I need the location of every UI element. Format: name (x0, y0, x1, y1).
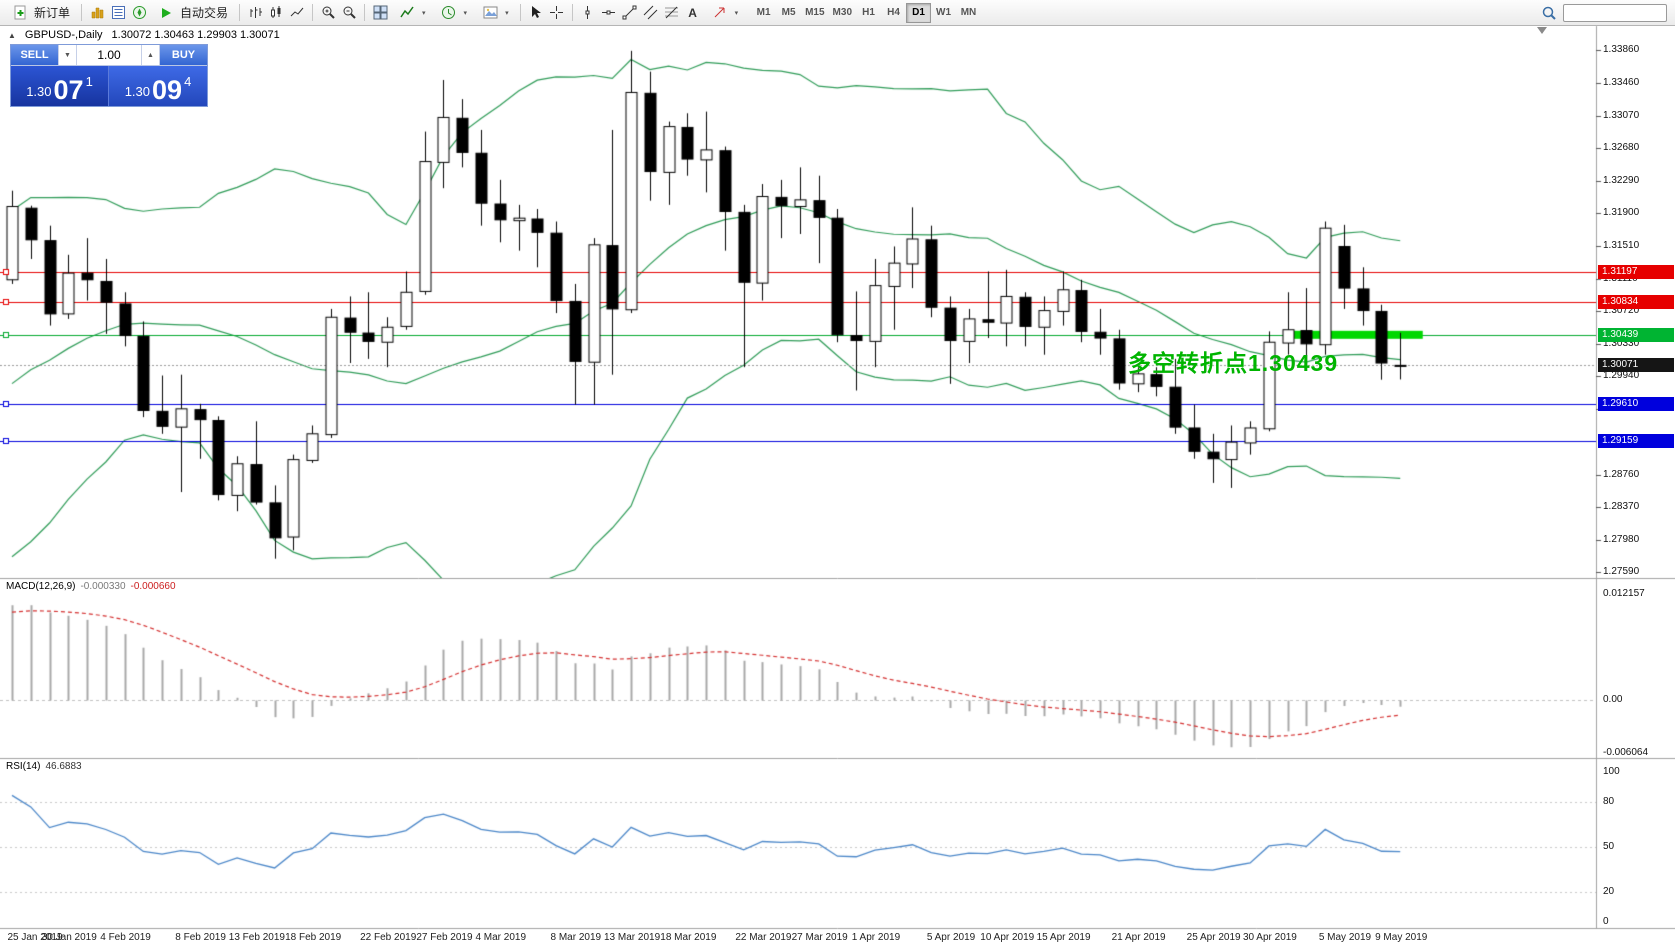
arrow-icon (710, 3, 730, 23)
sell-price-big: 07 (53, 75, 84, 106)
toolbar-separator (81, 4, 83, 21)
volume-dropdown[interactable]: ▼ (58, 45, 77, 65)
toolbar-separator (364, 4, 366, 21)
search-box (1539, 3, 1671, 23)
data-window-icon[interactable] (108, 3, 128, 23)
timeframe-h1[interactable]: H1 (862, 7, 875, 18)
auto-trading-button[interactable]: 自动交易 (150, 2, 234, 24)
tile-windows-icon[interactable] (370, 3, 390, 23)
chevron-down-icon: ▾ (734, 9, 739, 17)
macd-value: -0.000330 (80, 581, 126, 592)
chevron-down-icon: ▾ (422, 9, 426, 17)
symbol-title: GBPUSD-,Daily (24, 29, 103, 41)
sell-price-sup: 1 (85, 74, 93, 89)
indicators-button[interactable]: ▾ (391, 2, 432, 24)
fibonacci-icon[interactable] (662, 3, 682, 23)
buy-price-sup: 4 (184, 74, 192, 89)
horizontal-line-icon[interactable] (599, 3, 619, 23)
one-click-trading-panel: SELL ▼ ▲ BUY 1.30 07 1 1.30 09 4 (10, 44, 208, 107)
timeframe-w1[interactable]: W1 (936, 7, 951, 18)
new-order-label: 新订单 (34, 6, 71, 20)
navigator-icon[interactable] (129, 3, 149, 23)
buy-price-button[interactable]: 1.30 09 4 (109, 66, 207, 106)
line-chart-icon[interactable] (287, 3, 307, 23)
chevron-down-icon: ▾ (463, 9, 468, 17)
crosshair-icon[interactable] (547, 3, 567, 23)
timeframe-h4[interactable]: H4 (887, 7, 900, 18)
toolbar-separator (239, 4, 241, 21)
macd-label: MACD(12,26,9) -0.000330 -0.000660 (6, 581, 176, 592)
templates-button[interactable]: ▾ (474, 2, 515, 24)
new-order-button[interactable]: 新订单 (4, 2, 76, 24)
template-icon (480, 3, 500, 23)
rsi-name: RSI(14) (6, 761, 41, 772)
zoom-in-icon[interactable] (318, 3, 338, 23)
trendline-icon[interactable] (620, 3, 640, 23)
clock-icon (439, 3, 459, 23)
chevron-down-icon: ▾ (505, 9, 509, 17)
rsi-value: 46.6883 (45, 761, 82, 772)
sell-price-button[interactable]: 1.30 07 1 (11, 66, 109, 106)
toolbar-separator (571, 4, 573, 21)
buy-price-big: 09 (152, 75, 183, 106)
cursor-icon[interactable] (526, 3, 546, 23)
periods-button[interactable]: ▾ (433, 2, 474, 24)
toolbar-separator (312, 4, 314, 21)
timeframe-mn[interactable]: MN (960, 7, 977, 18)
new-order-icon (10, 3, 30, 23)
trade-panel-header: SELL ▼ ▲ BUY (11, 45, 207, 66)
annotation-text[interactable]: 多空转折点1.30439 (1128, 350, 1339, 376)
chart-shift-marker[interactable] (1537, 27, 1547, 34)
timeframe-m5[interactable]: M5 (781, 7, 796, 18)
search-icon[interactable] (1539, 3, 1559, 23)
timeframe-bar: M1 M5 M15 M30 H1 H4 D1 W1 MN (751, 2, 981, 23)
buy-price-base: 1.30 (124, 84, 151, 99)
macd-signal-value: -0.000660 (130, 581, 176, 592)
arrows-button[interactable]: ▾ (704, 2, 745, 24)
timeframe-m15[interactable]: M15 (805, 7, 825, 18)
sell-price-base: 1.30 (26, 84, 52, 99)
buy-button[interactable]: BUY (160, 45, 207, 65)
timeframe-m30[interactable]: M30 (832, 7, 852, 18)
auto-trading-label: 自动交易 (180, 6, 229, 20)
toolbar-separator (519, 4, 521, 21)
market-watch-icon[interactable] (87, 3, 107, 23)
bar-chart-icon[interactable] (245, 3, 265, 23)
candlestick-icon[interactable] (266, 3, 286, 23)
chevron-up-icon: ▲ (147, 51, 154, 59)
toolbar: 新订单 自动交易 ▾ ▾ (0, 0, 1675, 26)
one-click-collapse-icon[interactable]: ▲ (8, 30, 16, 40)
play-icon (156, 3, 176, 23)
zoom-out-icon[interactable] (339, 3, 359, 23)
volume-stepper-up[interactable]: ▲ (141, 45, 160, 65)
vertical-line-icon[interactable] (578, 3, 598, 23)
channel-icon[interactable] (641, 3, 661, 23)
ohlc-values: 1.30072 1.30463 1.29903 1.30071 (111, 29, 280, 41)
indicators-icon (397, 3, 417, 23)
chart-title: ▲ GBPUSD-,Daily 1.30072 1.30463 1.29903 … (8, 29, 280, 41)
timeframe-d1[interactable]: D1 (906, 2, 931, 23)
macd-name: MACD(12,26,9) (6, 581, 76, 592)
search-input[interactable] (1563, 3, 1667, 22)
rsi-label: RSI(14) 46.6883 (6, 761, 82, 772)
timeframe-m1[interactable]: M1 (756, 7, 771, 18)
chevron-down-icon: ▼ (64, 51, 71, 59)
sell-button[interactable]: SELL (11, 45, 58, 65)
trade-panel-prices: 1.30 07 1 1.30 09 4 (11, 66, 207, 106)
volume-input[interactable] (77, 45, 141, 65)
text-icon[interactable]: A (688, 5, 697, 20)
